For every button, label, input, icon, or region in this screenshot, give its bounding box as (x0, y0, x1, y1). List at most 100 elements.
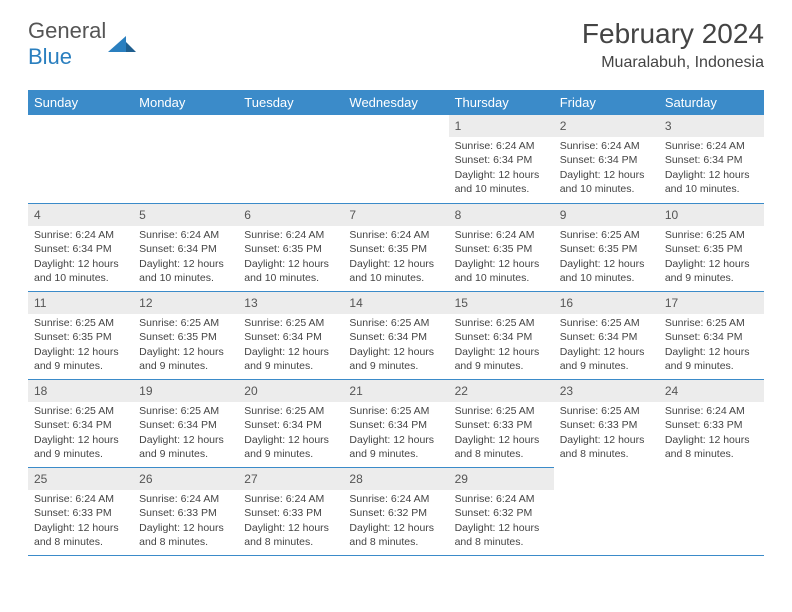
logo: General Blue (28, 18, 136, 70)
day-details: Sunrise: 6:24 AMSunset: 6:32 PMDaylight:… (343, 490, 448, 553)
day-number: 2 (554, 115, 659, 137)
day-number: 11 (28, 291, 133, 314)
day-cell: 2Sunrise: 6:24 AMSunset: 6:34 PMDaylight… (554, 115, 659, 203)
day-number: 24 (659, 379, 764, 402)
weekday-header: Thursday (449, 90, 554, 115)
day-details: Sunrise: 6:25 AMSunset: 6:34 PMDaylight:… (343, 402, 448, 465)
day-number: 26 (133, 467, 238, 490)
day-number: 17 (659, 291, 764, 314)
day-number: 9 (554, 203, 659, 226)
day-cell: 16Sunrise: 6:25 AMSunset: 6:34 PMDayligh… (554, 291, 659, 379)
location: Muaralabuh, Indonesia (582, 54, 764, 72)
day-number: 4 (28, 203, 133, 226)
day-number: 29 (449, 467, 554, 490)
day-number (343, 115, 448, 121)
day-cell: 22Sunrise: 6:25 AMSunset: 6:33 PMDayligh… (449, 379, 554, 467)
weekday-header: Wednesday (343, 90, 448, 115)
day-number (238, 115, 343, 121)
day-number: 20 (238, 379, 343, 402)
week-row: 1Sunrise: 6:24 AMSunset: 6:34 PMDaylight… (28, 115, 764, 203)
day-cell: 10Sunrise: 6:25 AMSunset: 6:35 PMDayligh… (659, 203, 764, 291)
day-cell: 13Sunrise: 6:25 AMSunset: 6:34 PMDayligh… (238, 291, 343, 379)
day-number: 22 (449, 379, 554, 402)
day-number: 1 (449, 115, 554, 137)
calendar-table: SundayMondayTuesdayWednesdayThursdayFrid… (28, 90, 764, 555)
day-details: Sunrise: 6:24 AMSunset: 6:35 PMDaylight:… (449, 226, 554, 289)
triangle-icon (108, 32, 136, 57)
day-cell: 26Sunrise: 6:24 AMSunset: 6:33 PMDayligh… (133, 467, 238, 555)
day-details: Sunrise: 6:25 AMSunset: 6:34 PMDaylight:… (659, 314, 764, 377)
empty-cell (343, 115, 448, 203)
day-details: Sunrise: 6:24 AMSunset: 6:32 PMDaylight:… (449, 490, 554, 553)
day-number: 3 (659, 115, 764, 137)
day-details: Sunrise: 6:25 AMSunset: 6:34 PMDaylight:… (343, 314, 448, 377)
day-number: 14 (343, 291, 448, 314)
day-details: Sunrise: 6:24 AMSunset: 6:35 PMDaylight:… (343, 226, 448, 289)
day-details: Sunrise: 6:24 AMSunset: 6:34 PMDaylight:… (28, 226, 133, 289)
day-cell: 7Sunrise: 6:24 AMSunset: 6:35 PMDaylight… (343, 203, 448, 291)
weekday-header: Saturday (659, 90, 764, 115)
day-details: Sunrise: 6:25 AMSunset: 6:35 PMDaylight:… (28, 314, 133, 377)
day-details: Sunrise: 6:24 AMSunset: 6:33 PMDaylight:… (659, 402, 764, 465)
day-cell: 28Sunrise: 6:24 AMSunset: 6:32 PMDayligh… (343, 467, 448, 555)
day-details: Sunrise: 6:24 AMSunset: 6:34 PMDaylight:… (554, 137, 659, 200)
week-row: 18Sunrise: 6:25 AMSunset: 6:34 PMDayligh… (28, 379, 764, 467)
weekday-header: Monday (133, 90, 238, 115)
weekday-header: Sunday (28, 90, 133, 115)
weekday-header: Tuesday (238, 90, 343, 115)
day-details: Sunrise: 6:25 AMSunset: 6:34 PMDaylight:… (554, 314, 659, 377)
day-details: Sunrise: 6:24 AMSunset: 6:33 PMDaylight:… (238, 490, 343, 553)
day-cell: 23Sunrise: 6:25 AMSunset: 6:33 PMDayligh… (554, 379, 659, 467)
day-details: Sunrise: 6:25 AMSunset: 6:34 PMDaylight:… (238, 314, 343, 377)
day-cell: 8Sunrise: 6:24 AMSunset: 6:35 PMDaylight… (449, 203, 554, 291)
day-cell: 15Sunrise: 6:25 AMSunset: 6:34 PMDayligh… (449, 291, 554, 379)
day-number: 8 (449, 203, 554, 226)
weekday-header-row: SundayMondayTuesdayWednesdayThursdayFrid… (28, 90, 764, 115)
day-details: Sunrise: 6:25 AMSunset: 6:35 PMDaylight:… (554, 226, 659, 289)
day-details: Sunrise: 6:25 AMSunset: 6:35 PMDaylight:… (659, 226, 764, 289)
day-number: 6 (238, 203, 343, 226)
empty-cell (554, 467, 659, 555)
empty-cell (28, 115, 133, 203)
empty-cell (659, 467, 764, 555)
day-details: Sunrise: 6:25 AMSunset: 6:34 PMDaylight:… (238, 402, 343, 465)
day-cell: 29Sunrise: 6:24 AMSunset: 6:32 PMDayligh… (449, 467, 554, 555)
day-number: 21 (343, 379, 448, 402)
logo-word-blue: Blue (28, 44, 72, 69)
day-cell: 1Sunrise: 6:24 AMSunset: 6:34 PMDaylight… (449, 115, 554, 203)
day-details: Sunrise: 6:25 AMSunset: 6:34 PMDaylight:… (28, 402, 133, 465)
day-number: 15 (449, 291, 554, 314)
day-number (659, 467, 764, 474)
day-number: 28 (343, 467, 448, 490)
day-number (554, 467, 659, 474)
logo-word-general: General (28, 18, 106, 43)
day-cell: 9Sunrise: 6:25 AMSunset: 6:35 PMDaylight… (554, 203, 659, 291)
day-number: 10 (659, 203, 764, 226)
day-cell: 24Sunrise: 6:24 AMSunset: 6:33 PMDayligh… (659, 379, 764, 467)
day-details: Sunrise: 6:25 AMSunset: 6:35 PMDaylight:… (133, 314, 238, 377)
day-number (28, 115, 133, 121)
day-details: Sunrise: 6:24 AMSunset: 6:33 PMDaylight:… (28, 490, 133, 553)
day-number: 27 (238, 467, 343, 490)
day-number: 12 (133, 291, 238, 314)
week-row: 25Sunrise: 6:24 AMSunset: 6:33 PMDayligh… (28, 467, 764, 555)
page-header: General Blue February 2024 Muaralabuh, I… (28, 18, 764, 72)
day-number: 19 (133, 379, 238, 402)
day-number: 18 (28, 379, 133, 402)
day-number: 25 (28, 467, 133, 490)
day-cell: 3Sunrise: 6:24 AMSunset: 6:34 PMDaylight… (659, 115, 764, 203)
day-details: Sunrise: 6:24 AMSunset: 6:34 PMDaylight:… (449, 137, 554, 200)
day-cell: 27Sunrise: 6:24 AMSunset: 6:33 PMDayligh… (238, 467, 343, 555)
day-cell: 20Sunrise: 6:25 AMSunset: 6:34 PMDayligh… (238, 379, 343, 467)
day-cell: 25Sunrise: 6:24 AMSunset: 6:33 PMDayligh… (28, 467, 133, 555)
day-details: Sunrise: 6:25 AMSunset: 6:34 PMDaylight:… (133, 402, 238, 465)
day-details: Sunrise: 6:25 AMSunset: 6:33 PMDaylight:… (554, 402, 659, 465)
day-number: 7 (343, 203, 448, 226)
day-cell: 5Sunrise: 6:24 AMSunset: 6:34 PMDaylight… (133, 203, 238, 291)
empty-cell (238, 115, 343, 203)
day-cell: 18Sunrise: 6:25 AMSunset: 6:34 PMDayligh… (28, 379, 133, 467)
day-cell: 17Sunrise: 6:25 AMSunset: 6:34 PMDayligh… (659, 291, 764, 379)
title-block: February 2024 Muaralabuh, Indonesia (582, 18, 764, 72)
empty-cell (133, 115, 238, 203)
day-details: Sunrise: 6:24 AMSunset: 6:35 PMDaylight:… (238, 226, 343, 289)
